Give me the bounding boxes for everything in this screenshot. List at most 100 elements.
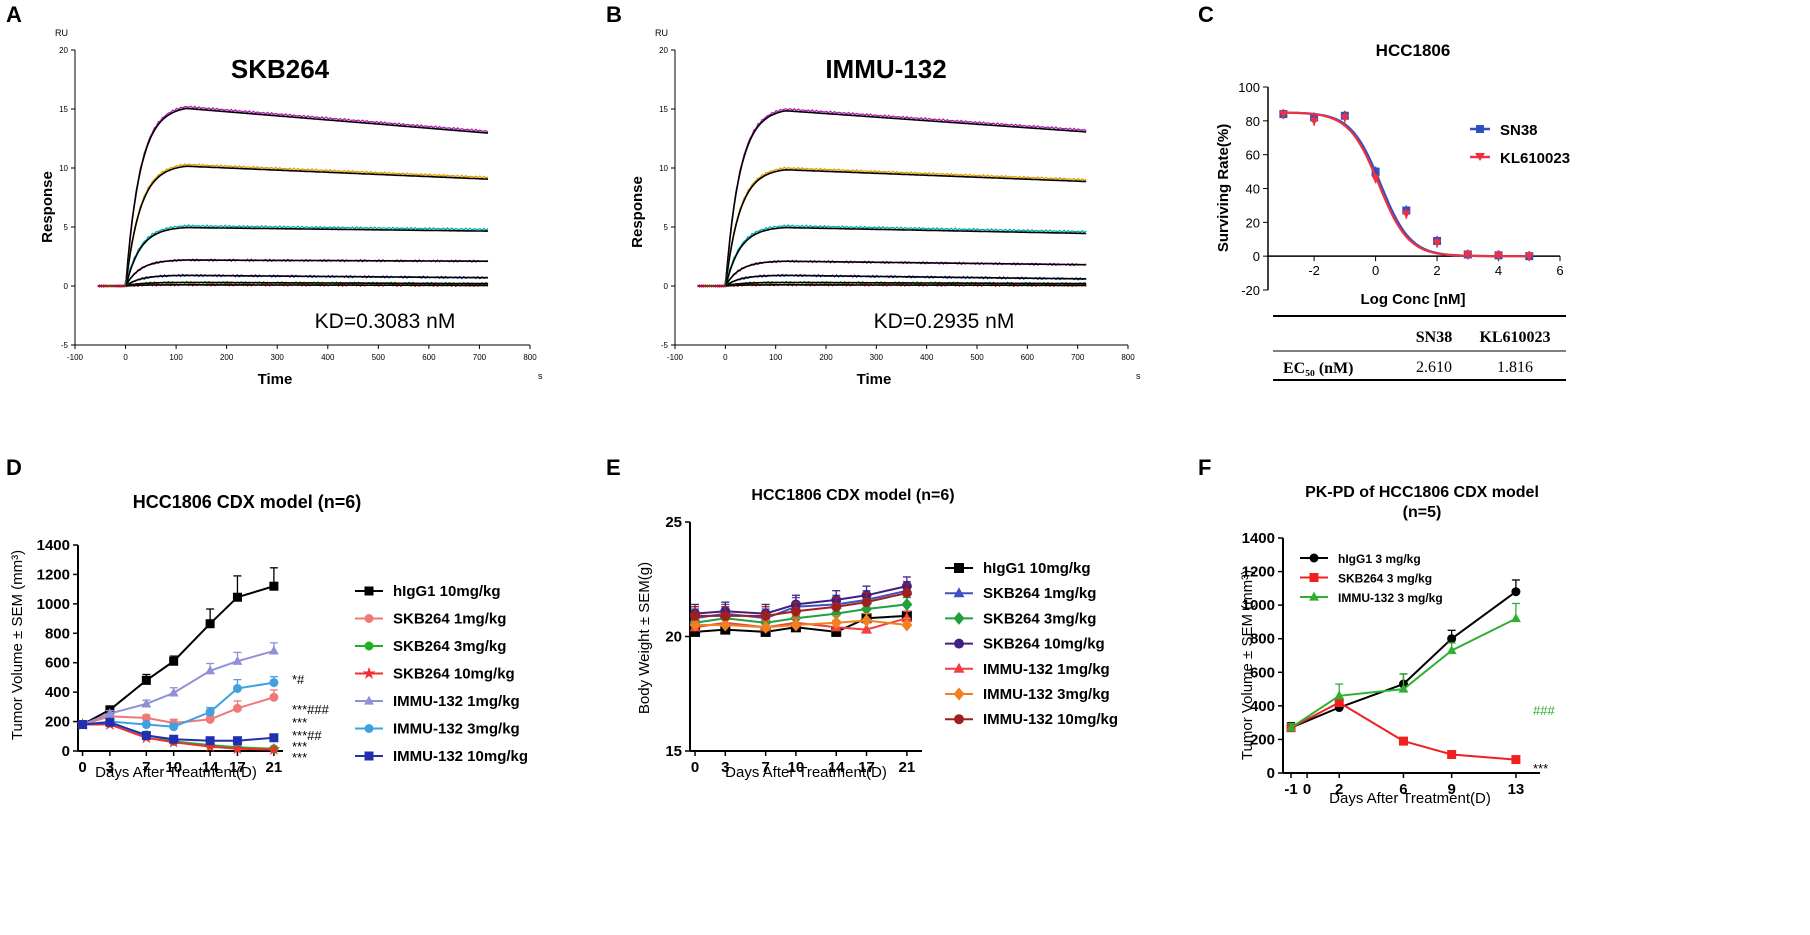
- fit-curve: [125, 165, 488, 284]
- data-point: [105, 717, 115, 727]
- y-tick-label: 5: [64, 223, 69, 232]
- y-tick-label: 600: [45, 655, 70, 672]
- fit-curve: [725, 260, 1087, 286]
- data-point: [1524, 252, 1534, 261]
- fit-curve: [725, 274, 1087, 287]
- sensorgram-trace: [97, 224, 489, 288]
- y-tick-label: 80: [1246, 114, 1260, 129]
- x-tick-label: 600: [1021, 353, 1035, 362]
- data-point: [168, 687, 179, 697]
- panel-c-dose-response: HCC1806 Log Conc [nM] Surviving Rate(%) …: [1215, 41, 1570, 381]
- panel-letter-e: E: [606, 455, 621, 480]
- legend-label: IMMU-132 1mg/kg: [393, 693, 520, 710]
- data-point: [1309, 117, 1319, 126]
- panel-a-title: SKB264: [231, 54, 330, 84]
- y-tick-label: 0: [1253, 249, 1260, 264]
- data-point: [1463, 251, 1473, 260]
- legend-marker: [364, 641, 374, 651]
- x-tick-label: 6: [1399, 781, 1407, 798]
- legend-label: IMMU-132 3mg/kg: [393, 721, 520, 738]
- y-tick-label: 15: [59, 105, 68, 114]
- x-tick-label: 14: [828, 759, 845, 776]
- x-tick-label: 600: [422, 353, 436, 362]
- y-tick-label: 5: [664, 223, 669, 232]
- legend-label: SKB264 3mg/kg: [983, 610, 1096, 627]
- legend-label: SKB264 1mg/kg: [393, 611, 506, 628]
- series-line: [1290, 701, 1516, 761]
- x-tick-label: 800: [1121, 353, 1135, 362]
- data-point: [141, 731, 151, 741]
- y-tick-label: 1200: [37, 566, 70, 583]
- x-tick-label: 17: [229, 759, 246, 776]
- data-point: [1340, 114, 1350, 123]
- legend-label: IMMU-132 3mg/kg: [983, 686, 1110, 703]
- data-point: [141, 698, 152, 708]
- legend-label: IMMU-132 10mg/kg: [983, 711, 1118, 728]
- x-tick-label: 7: [761, 759, 769, 776]
- panel-letter-d: D: [6, 455, 22, 480]
- panel-letter-c: C: [1198, 2, 1214, 27]
- data-point: [1398, 736, 1408, 746]
- x-tick-label: 0: [1303, 781, 1311, 798]
- y-tick-label: 200: [45, 714, 70, 731]
- panel-e-xlabel: Days After Treatment(D): [725, 764, 887, 781]
- legend-label-sn38: SN38: [1500, 122, 1538, 139]
- data-point: [861, 597, 872, 608]
- data-point: [901, 587, 912, 598]
- significance-label: *#: [292, 672, 305, 687]
- legend-label: SKB264 10mg/kg: [983, 636, 1105, 653]
- significance-label: ###: [1533, 703, 1555, 718]
- sensorgram-trace: [697, 224, 1087, 288]
- y-tick-label: 0: [1267, 765, 1275, 782]
- fit-curve: [725, 226, 1087, 286]
- data-point: [141, 720, 151, 730]
- fit-curve: [725, 109, 1087, 282]
- data-point: [268, 645, 279, 655]
- x-tick-label: 100: [169, 353, 183, 362]
- panel-b-sensorgram: RU IMMU-132 KD=0.2935 nM Time Response s…: [629, 28, 1141, 388]
- significance-label: ***##: [292, 728, 322, 743]
- legend-label: SKB264 3 mg/kg: [1338, 572, 1432, 586]
- data-point: [901, 597, 913, 611]
- panel-b-xlabel: Time: [857, 371, 892, 388]
- x-tick-label: 100: [769, 353, 783, 362]
- data-point: [790, 606, 801, 617]
- data-point: [831, 601, 842, 612]
- data-point: [690, 610, 701, 621]
- panel-b-ylabel: Response: [629, 176, 646, 248]
- table-header-kl610023: KL610023: [1479, 329, 1550, 346]
- data-point: [269, 678, 279, 688]
- y-tick-label: 15: [665, 743, 682, 760]
- x-tick-label: 0: [723, 353, 728, 362]
- y-tick-label: 40: [1246, 182, 1260, 197]
- y-tick-label: 1400: [37, 537, 70, 554]
- data-point: [1334, 690, 1345, 700]
- significance-label: ***: [292, 715, 307, 730]
- data-point: [719, 618, 731, 632]
- panel-f-pkpd: PK-PD of HCC1806 CDX model (n=5) Days Af…: [1239, 484, 1555, 807]
- x-tick-label: 500: [970, 353, 984, 362]
- data-point: [232, 683, 242, 693]
- legend-label: IMMU-132 1mg/kg: [983, 661, 1110, 678]
- panel-a-sensorgram: RU SKB264 KD=0.3083 nM Time Response s -…: [39, 28, 543, 388]
- data-point: [1371, 167, 1380, 176]
- data-point: [760, 620, 772, 634]
- data-point: [861, 623, 873, 634]
- data-point: [78, 720, 88, 730]
- fit-curve: [125, 107, 489, 282]
- sensorgram-trace: [97, 162, 489, 288]
- x-tick-label: 0: [1372, 263, 1379, 278]
- y-tick-label: 0: [64, 282, 69, 291]
- x-tick-label: 0: [78, 759, 86, 776]
- significance-label: ***: [292, 739, 307, 754]
- x-tick-label: 13: [1508, 781, 1525, 798]
- series-line: [82, 585, 275, 726]
- y-tick-label: 400: [45, 684, 70, 701]
- data-point: [689, 618, 701, 632]
- x-tick-label: -2: [1308, 263, 1320, 278]
- panel-e-body-weight: HCC1806 CDX model (n=6) Days After Treat…: [636, 487, 1118, 781]
- data-point: [141, 713, 151, 723]
- y-tick-label: 20: [659, 46, 668, 55]
- fit-curve: [125, 281, 488, 287]
